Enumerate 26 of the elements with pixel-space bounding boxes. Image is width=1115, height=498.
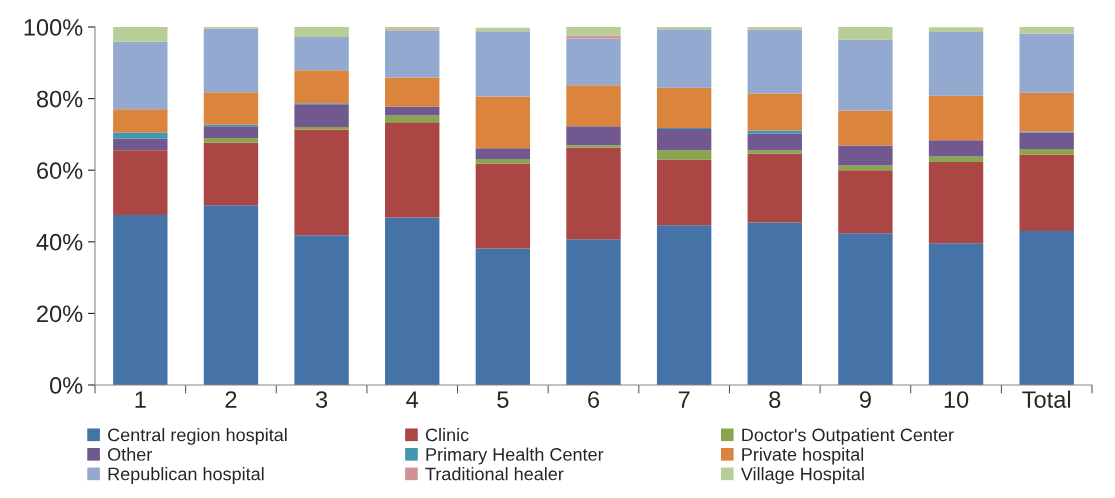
y-tick-label: 100%: [24, 19, 83, 36]
x-tick-label: 4: [406, 391, 419, 408]
x-tick-label: 6: [588, 391, 600, 408]
legend-label: Village Hospital: [740, 467, 864, 484]
x-tick-label: 10: [944, 391, 969, 408]
x-tick-label: 3: [315, 391, 328, 408]
legend-label: Doctor's Outpatient Center: [742, 428, 954, 445]
x-tick-label: Total: [1022, 390, 1071, 408]
y-tick-label: 40%: [36, 233, 83, 251]
x-tick-label: 2: [225, 391, 237, 408]
y-tick-label: 60%: [37, 162, 83, 179]
legend-label: Central region hospital: [108, 428, 287, 445]
x-tick-label: 8: [769, 391, 781, 408]
legend-label: Primary Health Center: [426, 447, 604, 465]
x-tick-label: 7: [678, 391, 690, 408]
y-tick-label: 80%: [36, 90, 83, 108]
y-tick-label: 0%: [49, 377, 83, 394]
legend-label: Traditional healer: [425, 467, 564, 481]
legend-label: Other: [107, 447, 152, 461]
legend-label: Private hospital: [742, 447, 864, 465]
legend-label: Republican hospital: [108, 467, 264, 484]
x-tick-label: 5: [497, 391, 509, 408]
y-tick-label: 20%: [37, 305, 83, 323]
legend-label: Clinic: [425, 428, 469, 442]
x-tick-label: 1: [135, 391, 146, 408]
x-tick-label: 9: [859, 391, 871, 408]
